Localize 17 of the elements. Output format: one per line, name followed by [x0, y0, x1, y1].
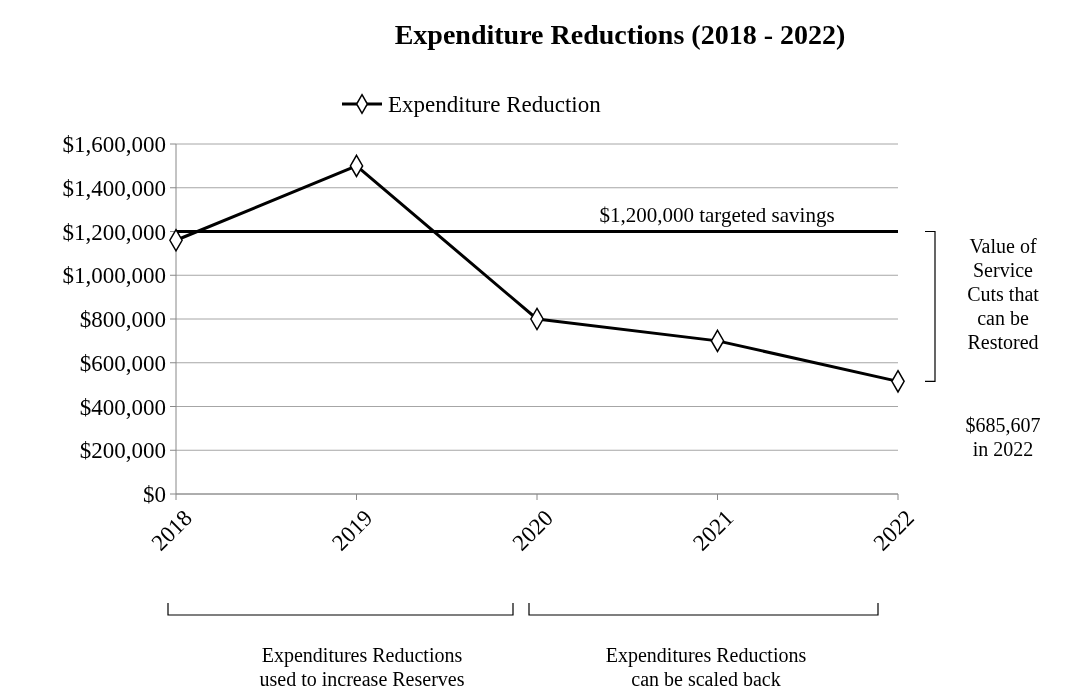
y-tick-label: $600,000 — [79, 350, 166, 376]
text: Expenditures Reductions can be scaled back — [605, 644, 807, 690]
x-tick-label: 2021 — [688, 505, 739, 556]
y-tick-label: $1,600,000 — [62, 132, 166, 158]
text: Value of Service Cuts that can be Restored — [967, 235, 1040, 353]
y-tick-label: $1,400,000 — [62, 175, 166, 201]
text: Expenditures Reductions used to increase Reserves — [259, 644, 465, 690]
y-tick-label: $1,200,000 — [62, 219, 166, 245]
y-tick-label: $400,000 — [79, 394, 166, 420]
y-tick-label: $1,000,000 — [62, 263, 166, 289]
y-tick-label: $800,000 — [79, 307, 166, 333]
y-tick-label: $200,000 — [79, 438, 166, 464]
legend-label: Expenditure Reduction — [388, 92, 602, 118]
y-tick-label: $0 — [143, 482, 166, 508]
chart-title: Expenditure Reductions (2018 - 2022) — [394, 19, 846, 50]
ref-line-label: $1,200,000 targeted savings — [599, 202, 835, 227]
text: $685,607 in 2022 — [965, 414, 1041, 460]
